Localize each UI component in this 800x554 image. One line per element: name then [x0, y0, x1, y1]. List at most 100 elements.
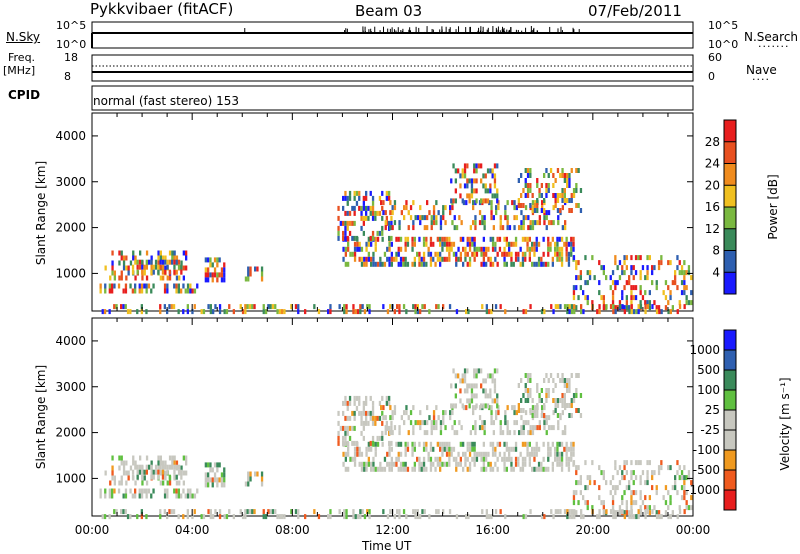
velocity-cell	[348, 400, 352, 406]
power-cell	[674, 280, 677, 286]
power-cell	[655, 285, 658, 291]
power-cell	[683, 260, 686, 266]
power-cell	[405, 309, 408, 315]
power-cell	[628, 280, 631, 286]
power-cell	[565, 246, 568, 252]
power-cells	[99, 163, 693, 315]
power-cell	[632, 275, 635, 281]
velocity-cell	[429, 466, 433, 472]
velocity-cell	[232, 514, 235, 520]
velocity-cell	[186, 514, 189, 520]
power-cell	[416, 304, 419, 310]
power-cell	[239, 304, 242, 310]
velocity-cell	[450, 403, 453, 409]
power-cell	[458, 215, 461, 221]
power-cell	[211, 262, 214, 268]
velocity-cell	[182, 514, 185, 520]
velocity-cell	[520, 430, 523, 436]
velocity-cell	[193, 493, 197, 499]
velocity-cell	[512, 446, 515, 452]
velocity-cell	[572, 451, 575, 457]
velocity-cell	[449, 410, 452, 416]
power-cell	[216, 272, 219, 278]
power-cell	[416, 309, 419, 315]
velocity-cell	[374, 415, 377, 421]
velocity-cell	[508, 456, 511, 462]
velocity-cell	[552, 388, 555, 393]
velocity-cell	[104, 493, 107, 499]
power-cell	[441, 236, 444, 242]
velocity-cell	[628, 480, 631, 486]
velocity-cell	[529, 408, 532, 413]
velocity-cell	[163, 493, 167, 499]
velocity-cell	[683, 480, 686, 486]
power-cell	[164, 259, 167, 265]
velocity-cell	[556, 398, 560, 403]
power-cell	[416, 251, 419, 257]
power-cell	[220, 272, 224, 278]
velocity-cell	[207, 482, 210, 488]
power-cell	[439, 225, 443, 231]
power-cell	[120, 255, 123, 261]
velocity-cell	[552, 514, 555, 520]
velocity-cell	[313, 509, 316, 515]
power-cell	[568, 173, 571, 178]
power-cell	[356, 246, 359, 252]
power-cell	[464, 251, 467, 257]
velocity-cell	[683, 475, 686, 481]
velocity-cell	[623, 514, 626, 520]
velocity-cell	[618, 465, 622, 471]
velocity-cell	[445, 446, 449, 452]
power-cell	[536, 220, 539, 226]
power-cell	[648, 290, 651, 296]
power-cell	[382, 200, 385, 206]
velocity-cell	[388, 430, 391, 436]
power-cell	[262, 309, 265, 315]
power-cell	[561, 173, 564, 178]
velocity-cell	[524, 383, 527, 388]
power-cell	[427, 251, 430, 257]
power-cell	[404, 256, 407, 262]
power-cell	[448, 246, 451, 252]
power-cell	[526, 183, 530, 188]
power-cell	[381, 225, 384, 231]
power-cell	[353, 195, 356, 201]
power-cell	[441, 246, 444, 252]
velocity-cell	[244, 481, 248, 487]
velocity-cell	[360, 415, 363, 421]
power-cell	[185, 250, 188, 256]
velocity-cell	[173, 460, 176, 466]
velocity-cell	[605, 509, 608, 515]
power-cell	[134, 255, 137, 261]
velocity-cell	[171, 460, 174, 466]
power-cell	[353, 205, 356, 211]
power-cell	[506, 215, 509, 221]
power-cell	[157, 260, 160, 266]
power-cell	[466, 261, 469, 267]
velocity-cell	[429, 441, 433, 447]
velocity-cell	[365, 461, 368, 467]
power-cell	[486, 188, 490, 194]
power-cell	[209, 309, 212, 315]
power-cell	[393, 256, 396, 262]
velocity-cell	[463, 388, 467, 394]
power-cell	[442, 210, 445, 216]
power-colorbar-swatch	[724, 185, 736, 207]
velocity-cell	[496, 403, 499, 409]
power-cell	[218, 272, 221, 278]
velocity-cell	[541, 405, 544, 411]
power-cell	[161, 269, 165, 275]
velocity-cell	[439, 466, 442, 472]
velocity-cell	[398, 514, 401, 520]
power-cell	[396, 304, 399, 310]
velocity-cell	[517, 403, 520, 408]
velocity-cell	[145, 493, 148, 499]
power-cell	[371, 200, 375, 206]
velocity-cell	[379, 466, 382, 472]
velocity-cell	[648, 510, 651, 516]
velocity-cell	[522, 408, 525, 413]
velocity-cell	[430, 425, 433, 431]
velocity-cell	[598, 495, 601, 501]
velocity-cell	[563, 398, 566, 403]
power-cell	[552, 183, 555, 188]
